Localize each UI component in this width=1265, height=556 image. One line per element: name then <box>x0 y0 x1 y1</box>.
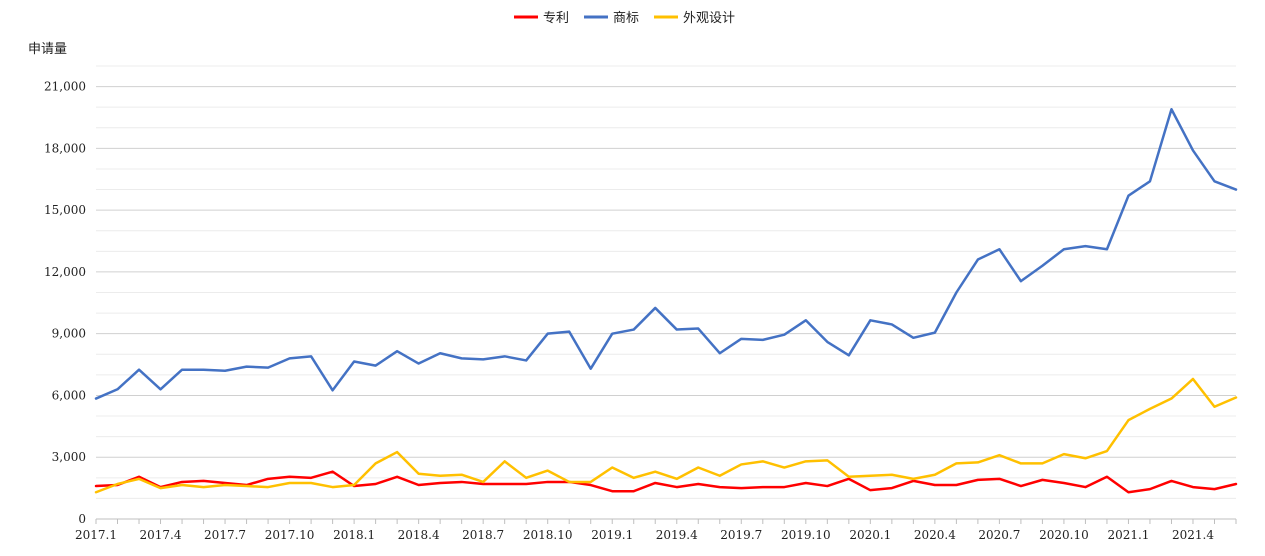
x-tick-label: 2019.7 <box>720 528 762 542</box>
x-tick-label: 2017.10 <box>265 528 315 542</box>
x-tick-label: 2017.1 <box>75 528 117 542</box>
x-tick-label: 2021.4 <box>1172 528 1214 542</box>
x-tick-label: 2017.7 <box>204 528 246 542</box>
y-tick-label: 15,000 <box>44 203 86 217</box>
x-tick-label: 2019.10 <box>781 528 831 542</box>
y-tick-label: 9,000 <box>52 327 86 341</box>
x-tick-label: 2020.4 <box>914 528 956 542</box>
legend-label: 外观设计 <box>683 11 735 26</box>
x-tick-label: 2019.4 <box>656 528 698 542</box>
x-tick-label: 2018.1 <box>333 528 375 542</box>
y-axis-label: 申请量 <box>28 42 67 57</box>
legend-label: 专利 <box>543 11 569 26</box>
x-tick-label: 2017.4 <box>140 528 182 542</box>
x-tick-label: 2020.10 <box>1039 528 1089 542</box>
y-tick-label: 0 <box>78 512 86 526</box>
series-line-专利 <box>94 470 1238 494</box>
x-tick-label: 2018.10 <box>523 528 573 542</box>
y-tick-label: 21,000 <box>44 80 86 94</box>
x-tick-label: 2018.4 <box>398 528 440 542</box>
y-tick-label: 12,000 <box>44 265 86 279</box>
x-tick-label: 2019.1 <box>591 528 633 542</box>
series-lines <box>94 107 1238 494</box>
series-line-商标 <box>94 107 1238 400</box>
x-tick-label: 2021.1 <box>1107 528 1149 542</box>
legend: 专利 商标 外观设计 <box>514 11 735 26</box>
x-tick-label: 2020.7 <box>978 528 1020 542</box>
legend-label: 商标 <box>613 11 639 26</box>
y-tick-label: 18,000 <box>44 141 86 155</box>
axes: 0 3,000 6,000 9,000 12,000 15,000 18,000 21,000… <box>44 80 1237 542</box>
y-tick-label: 6,000 <box>52 388 86 402</box>
grid-lines <box>96 65 1236 499</box>
y-tick-label: 3,000 <box>52 450 86 464</box>
series-line-外观设计 <box>94 377 1238 494</box>
x-tick-label: 2018.7 <box>462 528 504 542</box>
x-tick-label: 2020.1 <box>849 528 891 542</box>
